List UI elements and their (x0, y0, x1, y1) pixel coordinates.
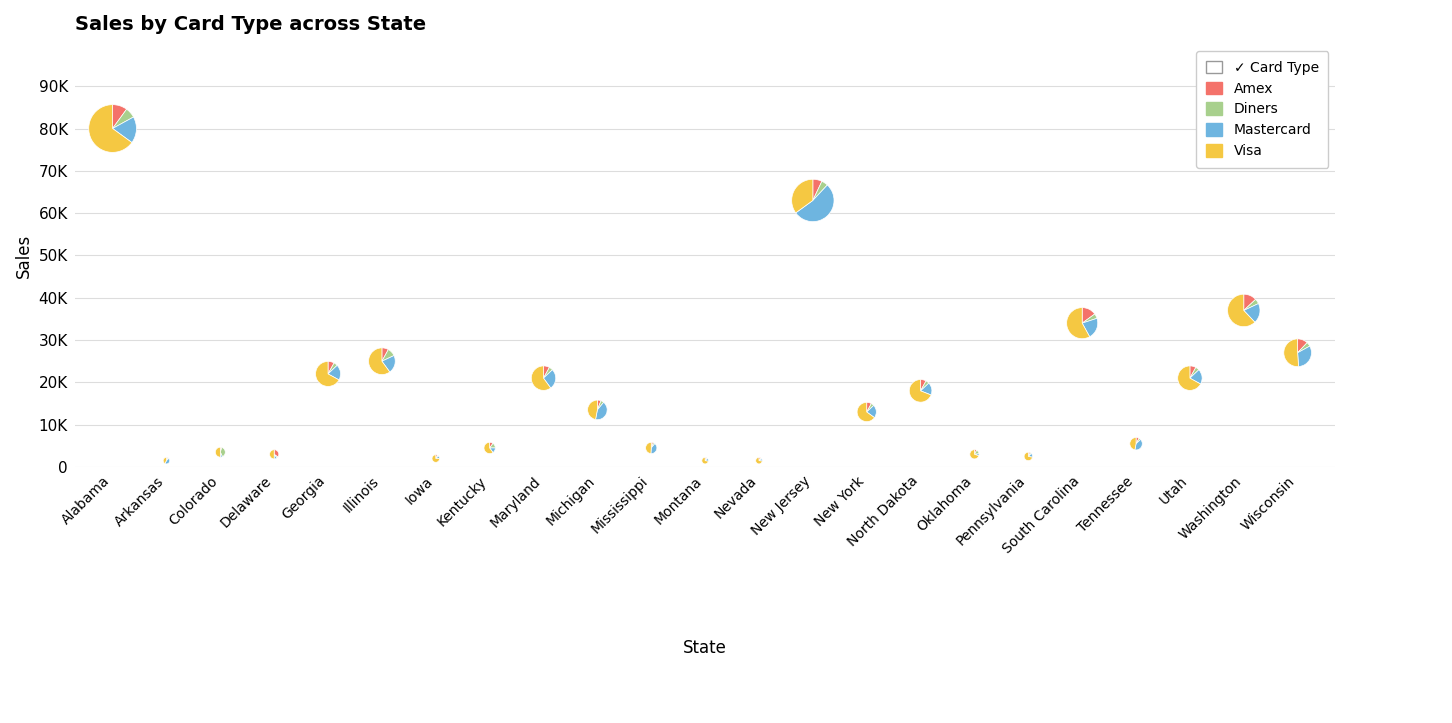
Wedge shape (489, 442, 494, 448)
Wedge shape (166, 458, 170, 464)
Wedge shape (1191, 366, 1196, 378)
Wedge shape (857, 403, 874, 422)
Wedge shape (791, 179, 813, 213)
Wedge shape (382, 349, 393, 362)
Wedge shape (1082, 314, 1096, 323)
Wedge shape (163, 458, 167, 463)
Wedge shape (759, 458, 762, 461)
Wedge shape (274, 454, 277, 459)
Wedge shape (1067, 307, 1089, 338)
Wedge shape (315, 362, 338, 386)
Wedge shape (1244, 304, 1260, 322)
Wedge shape (1082, 318, 1098, 337)
Wedge shape (274, 450, 279, 457)
Wedge shape (113, 109, 134, 129)
Wedge shape (1244, 299, 1259, 310)
Wedge shape (1082, 307, 1095, 323)
Wedge shape (1135, 437, 1138, 444)
Wedge shape (215, 448, 221, 457)
Wedge shape (436, 455, 439, 458)
Wedge shape (484, 442, 494, 453)
Wedge shape (588, 400, 597, 419)
Wedge shape (1191, 367, 1199, 378)
Wedge shape (531, 366, 550, 390)
Wedge shape (1227, 294, 1255, 327)
Wedge shape (1024, 452, 1032, 461)
Wedge shape (436, 456, 440, 458)
Wedge shape (813, 181, 828, 200)
Wedge shape (1298, 346, 1311, 367)
Wedge shape (221, 448, 225, 457)
Wedge shape (89, 105, 132, 153)
Wedge shape (274, 454, 277, 458)
Wedge shape (328, 362, 334, 374)
Wedge shape (221, 448, 222, 452)
Wedge shape (113, 117, 136, 142)
Wedge shape (221, 452, 222, 457)
Wedge shape (921, 381, 929, 391)
Wedge shape (1028, 452, 1031, 456)
Wedge shape (706, 458, 707, 461)
Wedge shape (867, 403, 871, 412)
Wedge shape (1298, 343, 1310, 353)
Wedge shape (489, 443, 495, 448)
Wedge shape (1191, 369, 1202, 384)
Legend: ✓ Card Type, Amex, Diners, Mastercard, Visa: ✓ Card Type, Amex, Diners, Mastercard, V… (1196, 51, 1329, 168)
Wedge shape (1135, 438, 1141, 444)
Text: Sales by Card Type across State: Sales by Card Type across State (76, 15, 425, 34)
Wedge shape (759, 458, 762, 461)
Y-axis label: Sales: Sales (15, 234, 33, 278)
Wedge shape (909, 380, 931, 402)
Wedge shape (436, 455, 437, 458)
Wedge shape (543, 367, 552, 378)
Wedge shape (328, 363, 337, 374)
Wedge shape (1028, 453, 1032, 457)
Wedge shape (1135, 440, 1143, 450)
Wedge shape (970, 450, 979, 459)
Wedge shape (1028, 453, 1031, 456)
Wedge shape (867, 403, 874, 412)
Wedge shape (701, 458, 709, 464)
Wedge shape (706, 458, 707, 461)
Wedge shape (543, 369, 556, 388)
Wedge shape (1284, 339, 1298, 367)
Wedge shape (974, 450, 979, 454)
Wedge shape (921, 380, 926, 391)
Wedge shape (650, 444, 656, 453)
Wedge shape (921, 383, 932, 395)
Wedge shape (489, 448, 495, 453)
Wedge shape (113, 105, 126, 129)
Wedge shape (867, 406, 877, 418)
Wedge shape (706, 458, 709, 461)
Wedge shape (652, 442, 655, 448)
Wedge shape (759, 458, 761, 461)
Wedge shape (755, 458, 762, 464)
Wedge shape (543, 366, 549, 378)
Wedge shape (382, 348, 388, 362)
Wedge shape (167, 458, 168, 461)
Wedge shape (597, 400, 601, 410)
Wedge shape (974, 454, 979, 455)
Wedge shape (167, 458, 168, 461)
Wedge shape (369, 348, 389, 375)
Wedge shape (652, 442, 653, 448)
Wedge shape (595, 402, 607, 419)
Wedge shape (433, 455, 440, 462)
Wedge shape (270, 450, 274, 459)
Wedge shape (1298, 339, 1307, 353)
Wedge shape (646, 442, 652, 453)
Wedge shape (796, 185, 833, 222)
Wedge shape (1130, 437, 1135, 450)
Wedge shape (1244, 294, 1256, 310)
Wedge shape (813, 179, 822, 200)
X-axis label: State: State (684, 639, 727, 657)
Wedge shape (1178, 366, 1201, 390)
Wedge shape (382, 356, 395, 372)
Wedge shape (974, 450, 977, 454)
Wedge shape (328, 365, 341, 380)
Wedge shape (597, 401, 604, 410)
